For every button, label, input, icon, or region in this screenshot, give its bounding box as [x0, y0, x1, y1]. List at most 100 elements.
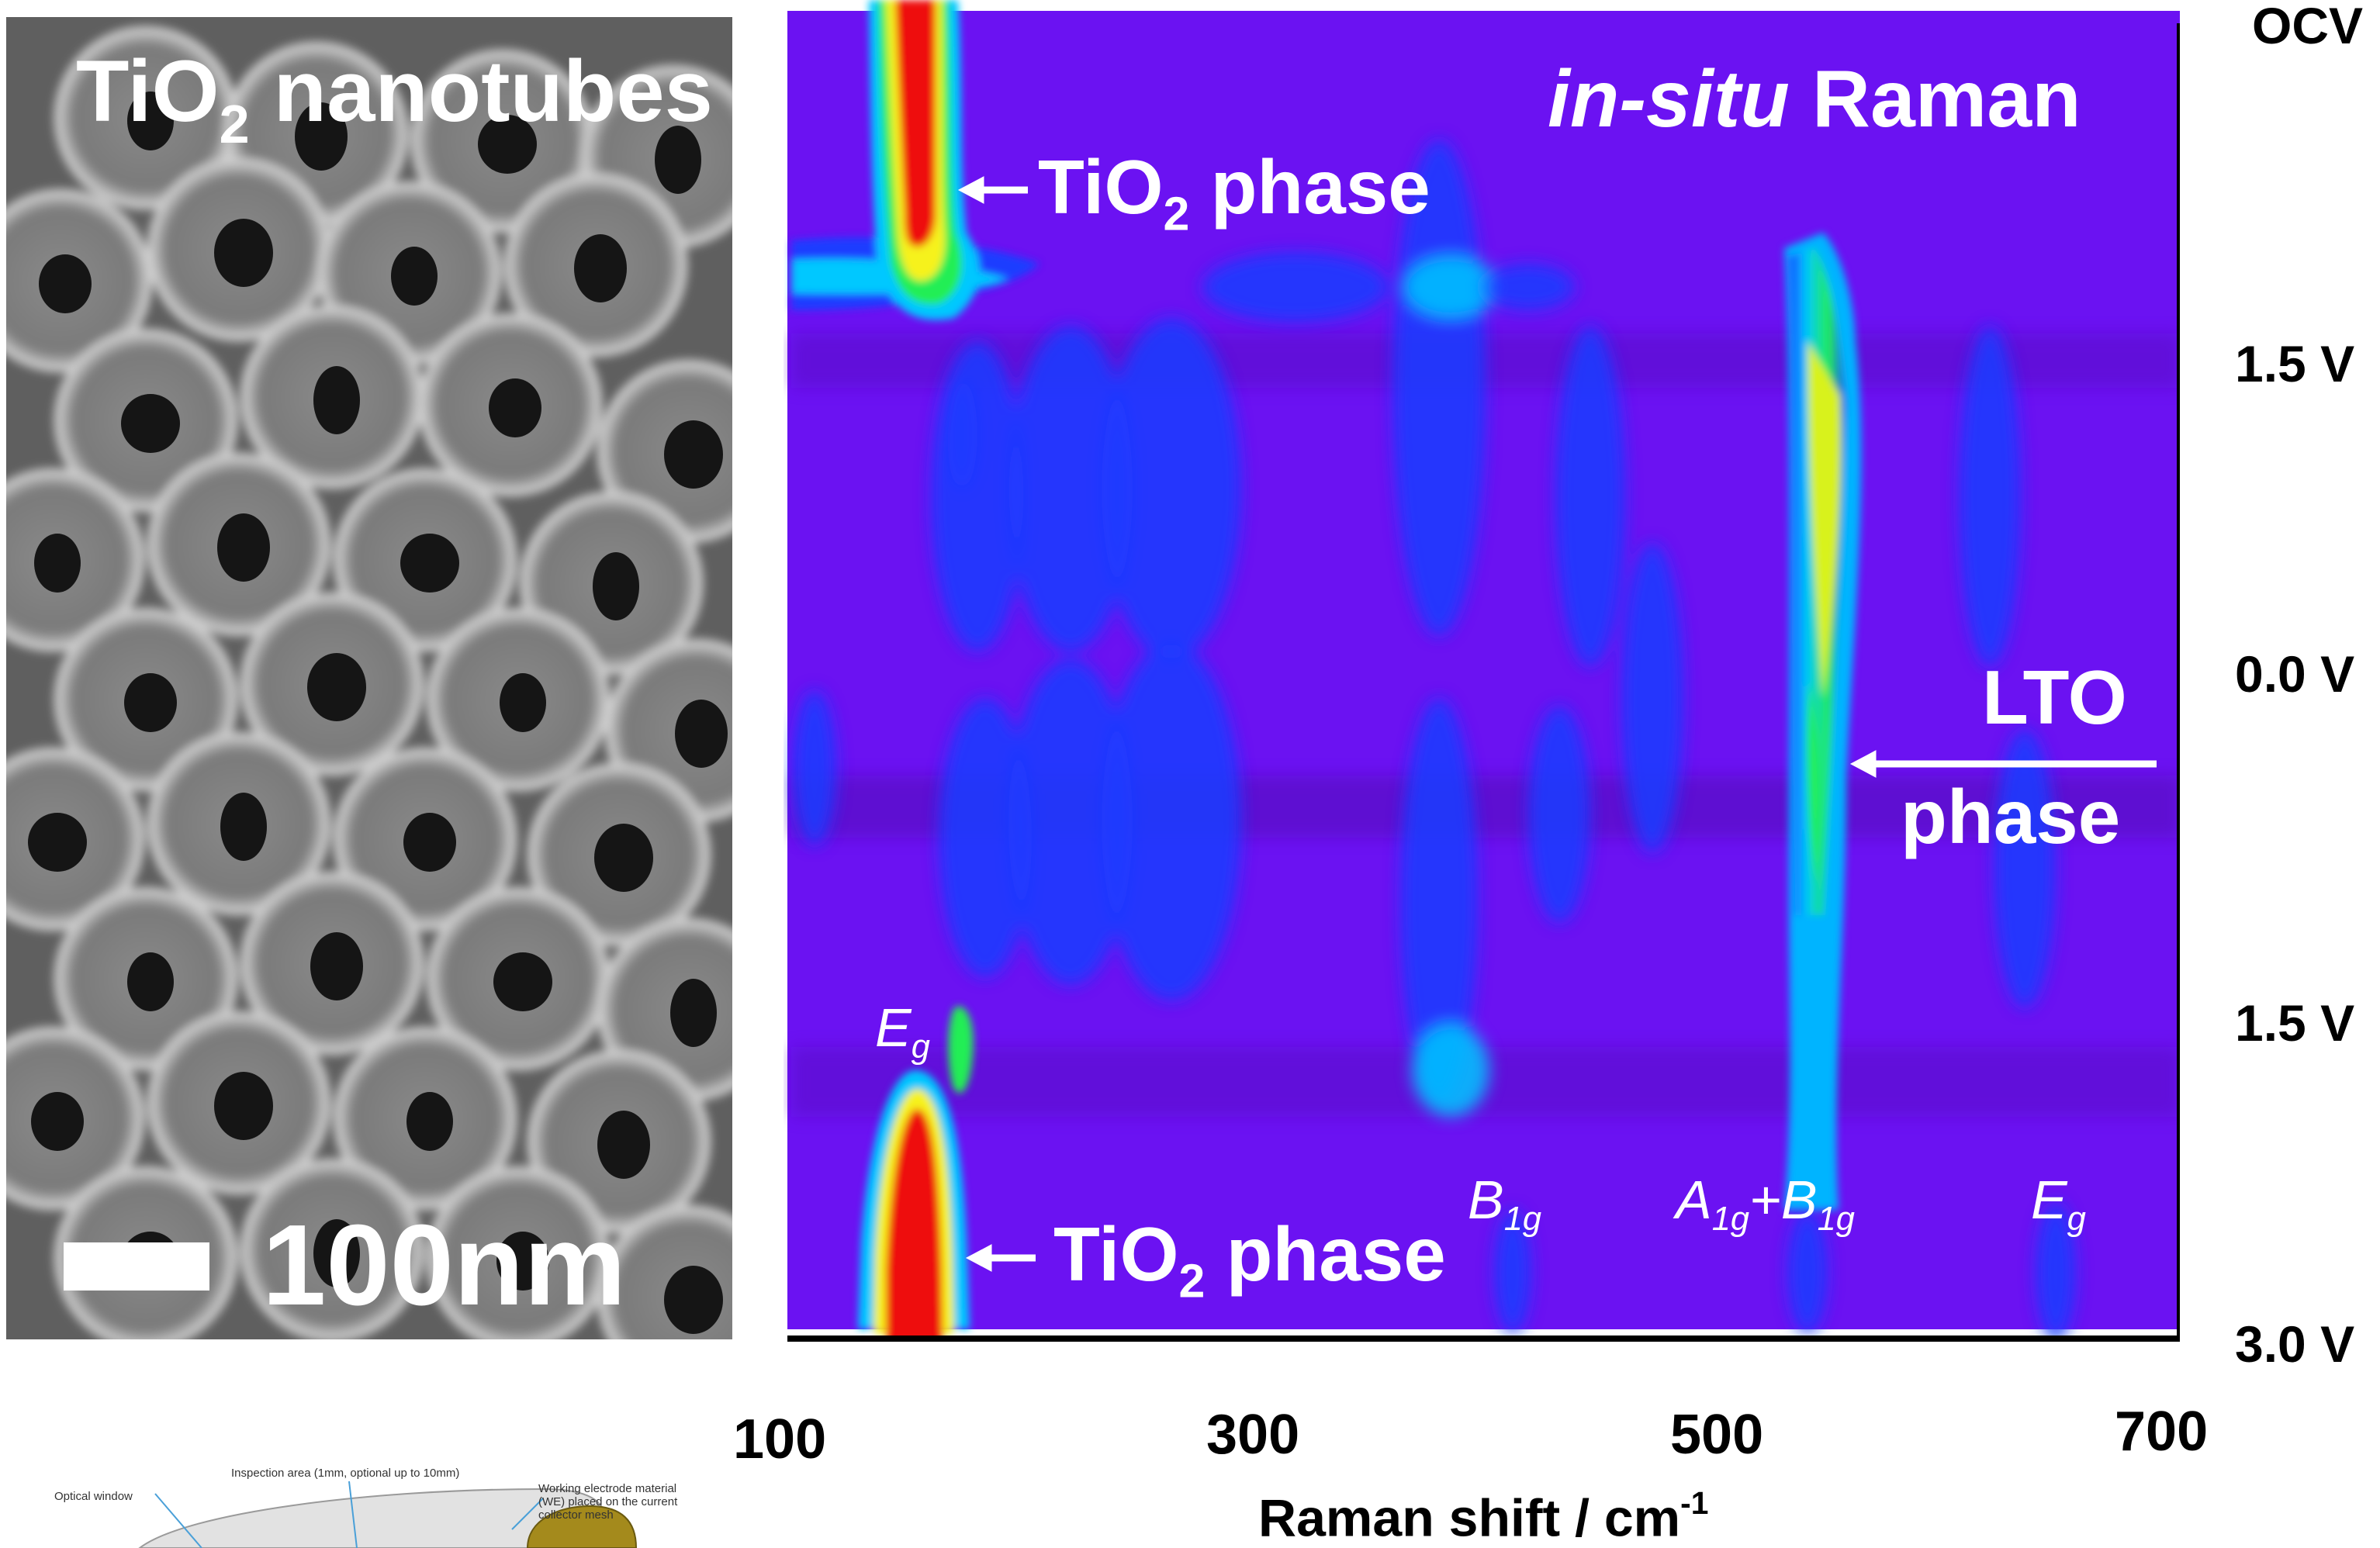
- peak-label-b1g: B1g: [1468, 1173, 1541, 1237]
- sem-title: TiO2 nanotubes: [76, 48, 713, 152]
- sem-title-main: TiO: [76, 43, 220, 140]
- tio2-peak-bottom: [858, 1006, 974, 1342]
- intensity-blob: [2036, 1202, 2076, 1342]
- nanotube-pore: [664, 420, 723, 489]
- nanotube-pore: [574, 234, 627, 302]
- cell-schematic: Optical window Inspection area (1mm, opt…: [47, 1458, 729, 1548]
- cell-schematic-drawing: [138, 1481, 638, 1548]
- intensity-blob: [1102, 318, 1241, 659]
- intensity-blob: [1102, 644, 1241, 1000]
- peak-label-plus: +: [1749, 1170, 1781, 1230]
- peak-label-eg-top-main: E: [875, 997, 912, 1058]
- nanotube-pore: [493, 952, 552, 1011]
- intensity-blob: [1959, 326, 2021, 667]
- annotation-lto-line1: LTO: [1982, 655, 2127, 740]
- nanotube-pore: [489, 378, 541, 437]
- nanotube-pore: [478, 115, 537, 174]
- x-axis-label-text: Raman shift / cm: [1258, 1488, 1681, 1548]
- y-tick-1-5v-top: 1.5 V: [2235, 335, 2355, 392]
- intensity-blob: [1528, 706, 1590, 923]
- intensity-blob: [946, 380, 977, 489]
- intensity-blob: [1400, 698, 1478, 1101]
- tio2-peak-top: [791, 0, 1040, 320]
- nanotube-pore: [403, 813, 456, 872]
- nanotube-pore: [313, 1219, 360, 1287]
- nanotube-pore: [127, 92, 174, 150]
- intensity-blob: [939, 698, 1032, 977]
- intensity-blob: [1404, 256, 1497, 318]
- intensity-blob: [1787, 1210, 1828, 1334]
- intensity-blob: [1555, 326, 1625, 667]
- schematic-label-optical: Optical window: [54, 1490, 133, 1503]
- x-axis-label-sup: -1: [1680, 1485, 1709, 1521]
- nanotube-pore: [39, 254, 92, 313]
- annotation-tio2-top-suffix: phase: [1189, 144, 1430, 230]
- x-tick-100: 100: [733, 1408, 827, 1470]
- nanotube-pore: [593, 552, 639, 620]
- peak-label-eg-top: Eg: [875, 1000, 930, 1065]
- y-tick-ocv: OCV: [2252, 0, 2364, 54]
- peak-label-b1g2-main: B: [1780, 1170, 1818, 1230]
- sem-image-panel: TiO2 nanotubes 100nm: [6, 17, 732, 1339]
- nanotube-pore: [594, 824, 653, 892]
- nanotube-pore: [655, 126, 701, 194]
- nanotube-pore: [124, 673, 177, 732]
- peak-label-b1g-main: B: [1468, 1170, 1504, 1230]
- map-title: in-situ Raman: [1548, 59, 2081, 140]
- heatmap-background: [787, 11, 2180, 1329]
- annotation-tio2-top: TiO2 phase: [1038, 149, 1430, 237]
- scale-bar: [64, 1242, 209, 1291]
- intensity-blob: [1994, 729, 2056, 1008]
- intensity-blob: [931, 341, 1024, 651]
- nanotube-pore: [220, 793, 267, 861]
- intensity-blob: [1412, 1024, 1489, 1117]
- intensity-blob: [1008, 326, 1133, 651]
- peak-label-a1g-b1g: A1g+B1g: [1676, 1173, 1855, 1237]
- raman-map-figure: in-situ Raman TiO2 phase TiO2 phase LTO …: [733, 0, 2363, 1545]
- schematic-label-we-1: Working electrode material: [538, 1482, 677, 1495]
- sem-micrograph: [6, 17, 732, 1339]
- annotation-arrows: [957, 176, 2157, 1272]
- schematic-label-we-3: collector mesh: [538, 1508, 614, 1522]
- annotation-tio2-bottom: TiO2 phase: [1053, 1216, 1446, 1304]
- nanotube-pore: [500, 673, 546, 732]
- peak-label-b1g2-sub: 1g: [1817, 1201, 1855, 1239]
- nanotube-pore: [217, 513, 270, 582]
- peak-label-eg-top-sub: g: [911, 1028, 930, 1066]
- y-tick-3-0v: 3.0 V: [2235, 1315, 2355, 1373]
- nanotube-pore: [313, 366, 360, 434]
- lto-ridge: [1784, 233, 1862, 1210]
- map-title-rest: Raman: [1789, 54, 2081, 144]
- peak-label-eg-right: Eg: [2031, 1173, 2086, 1237]
- schematic-label-inspection: Inspection area (1mm, optional up to 10m…: [231, 1467, 460, 1480]
- nanotube-pore: [496, 1232, 549, 1291]
- peak-label-b1g-sub: 1g: [1503, 1201, 1541, 1239]
- nanotube-pore: [664, 1266, 723, 1334]
- intensity-blob: [1621, 543, 1683, 853]
- nanotube-pore: [391, 247, 438, 306]
- peak-label-eg-right-main: E: [2031, 1170, 2067, 1230]
- intensity-blob: [793, 690, 836, 845]
- y-tick-0-0v: 0.0 V: [2235, 645, 2355, 703]
- annotation-tio2-top-prefix: TiO: [1038, 144, 1164, 230]
- x-tick-300: 300: [1206, 1404, 1300, 1466]
- nanotube-pore: [406, 1092, 453, 1151]
- schematic-label-we-2: (WE) placed on the current: [538, 1495, 678, 1508]
- nanotube-pore: [675, 700, 728, 768]
- intensity-blob: [1202, 252, 1389, 322]
- annotation-lto-line2: phase: [1901, 774, 2121, 859]
- raman-heatmap: [787, 0, 2180, 1342]
- nanotube-pore: [307, 653, 366, 721]
- nanotube-pore: [670, 979, 717, 1047]
- nanotube-pore: [295, 102, 348, 171]
- nanotube-pore: [34, 534, 81, 593]
- annotation-tio2-top-sub: 2: [1163, 187, 1190, 240]
- nanotube-pore: [597, 1111, 650, 1179]
- x-axis-label: Raman shift / cm-1: [1258, 1488, 1708, 1545]
- nanotube-pore: [400, 534, 459, 593]
- peak-label-eg-right-sub: g: [2067, 1201, 2086, 1239]
- x-tick-700: 700: [2115, 1401, 2209, 1463]
- intensity-blob: [1494, 1210, 1531, 1334]
- y-tick-1-5v-bottom: 1.5 V: [2235, 994, 2355, 1052]
- nanotube-pore: [31, 1092, 84, 1151]
